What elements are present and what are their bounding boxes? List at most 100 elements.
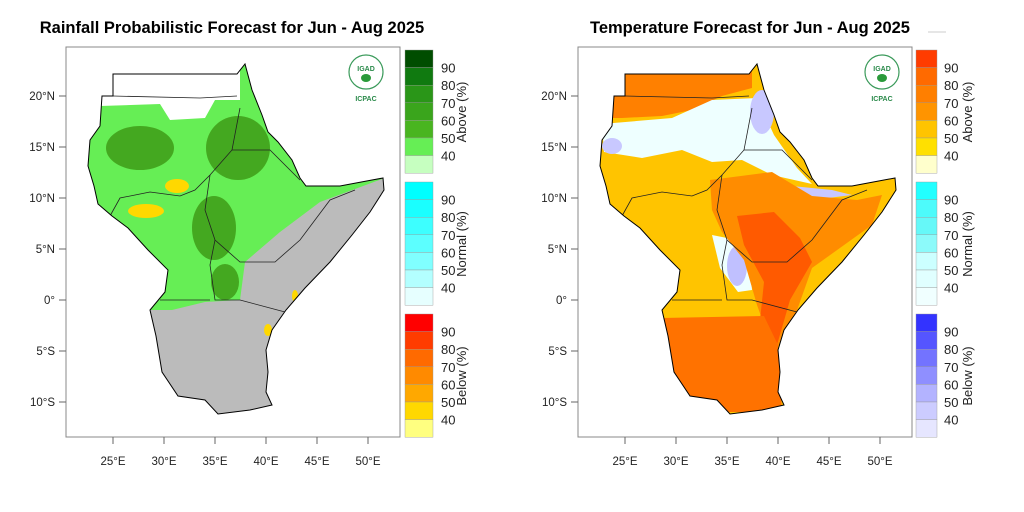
y-tick-label: 20°N bbox=[541, 91, 567, 103]
icpac-logo: IGAD ICPAC bbox=[864, 54, 900, 103]
legend-label: 80 bbox=[441, 210, 455, 225]
legend-label: 80 bbox=[944, 342, 958, 357]
legend-label: 60 bbox=[441, 377, 455, 392]
legend-swatch bbox=[915, 120, 938, 139]
x-tick-label: 25°E bbox=[612, 456, 637, 468]
y-tick-label: 20°N bbox=[29, 91, 55, 103]
legend-swatch bbox=[915, 287, 938, 306]
legend-label: 90 bbox=[944, 193, 958, 208]
legend-swatch bbox=[915, 349, 938, 368]
legend-swatch bbox=[915, 49, 938, 68]
above-60-zone bbox=[206, 116, 270, 180]
legend-label: 40 bbox=[441, 413, 455, 428]
svg-text:ICPAC: ICPAC bbox=[871, 96, 892, 103]
y-tick-label: 10°N bbox=[541, 193, 567, 205]
legend-swatch bbox=[404, 67, 434, 86]
x-tick-label: 35°E bbox=[202, 456, 227, 468]
below-50-zone bbox=[750, 90, 774, 134]
country-border bbox=[721, 239, 798, 313]
legend-swatch bbox=[915, 401, 938, 420]
legend-label: 50 bbox=[944, 395, 958, 410]
legend-title: Normal (%) bbox=[454, 211, 469, 277]
legend-label: 90 bbox=[441, 325, 455, 340]
legend-swatch bbox=[404, 252, 434, 271]
legend-label: 60 bbox=[441, 245, 455, 260]
y-tick-label: 0° bbox=[44, 295, 55, 307]
y-axis: 20°N 15°N 10°N 5°N 0° 5°S 10°S bbox=[29, 91, 66, 409]
x-axis: 25°E 30°E 35°E 40°E 45°E 50°E bbox=[100, 437, 381, 468]
legend-label: 40 bbox=[441, 149, 455, 164]
country-border bbox=[209, 239, 286, 313]
country-border bbox=[109, 107, 241, 217]
legend-swatch bbox=[915, 199, 938, 218]
legend-label: 50 bbox=[441, 395, 455, 410]
x-tick-label: 25°E bbox=[100, 456, 125, 468]
legend-label: 90 bbox=[441, 61, 455, 76]
legend-title: Below (%) bbox=[454, 346, 469, 405]
country-border bbox=[621, 107, 753, 217]
no-signal-zone bbox=[100, 70, 240, 120]
legend-swatch bbox=[915, 252, 938, 271]
temperature-map-title: Temperature Forecast for Jun - Aug 2025 bbox=[590, 19, 910, 37]
legend-swatch bbox=[404, 181, 434, 200]
legend-label: 60 bbox=[944, 113, 958, 128]
legend-swatch bbox=[915, 102, 938, 121]
legend-swatch bbox=[404, 287, 434, 306]
legend-label: 40 bbox=[944, 413, 958, 428]
region-outline bbox=[599, 62, 897, 415]
above-60-zone bbox=[211, 264, 239, 300]
legend-label: 70 bbox=[944, 228, 958, 243]
above-90-zone bbox=[737, 212, 812, 345]
legend-swatch bbox=[915, 313, 938, 332]
rainfall-map-panel: Rainfall Probabilistic Forecast for Jun … bbox=[29, 19, 469, 468]
legend-swatch bbox=[404, 384, 434, 403]
temperature-map-panel: Temperature Forecast for Jun - Aug 2025 bbox=[541, 19, 975, 468]
country-border bbox=[112, 95, 238, 99]
legend-label: 70 bbox=[441, 228, 455, 243]
legend-swatch bbox=[404, 349, 434, 368]
legend-label: 60 bbox=[944, 245, 958, 260]
legend-label: 40 bbox=[441, 281, 455, 296]
legend-swatch bbox=[404, 84, 434, 103]
above-80-zone bbox=[662, 316, 782, 412]
y-tick-label: 5°S bbox=[36, 346, 55, 358]
legend-swatch bbox=[915, 331, 938, 350]
country-border bbox=[624, 95, 750, 99]
legend-label: 40 bbox=[944, 281, 958, 296]
legend-swatch bbox=[915, 216, 938, 235]
legend-swatch bbox=[915, 269, 938, 288]
below-50-zone bbox=[128, 204, 164, 218]
x-tick-label: 40°E bbox=[765, 456, 790, 468]
legend-label: 50 bbox=[441, 263, 455, 278]
legend-title: Normal (%) bbox=[960, 211, 975, 277]
legend-swatch bbox=[404, 49, 434, 68]
legend-swatch bbox=[915, 234, 938, 253]
map-frame bbox=[577, 46, 913, 438]
svg-text:IGAD: IGAD bbox=[357, 66, 375, 73]
y-tick-label: 10°S bbox=[542, 397, 567, 409]
above-80-zone bbox=[607, 70, 752, 118]
legend-label: 70 bbox=[944, 96, 958, 111]
legend-swatch bbox=[404, 234, 434, 253]
legend-swatch bbox=[915, 67, 938, 86]
legend-label: 50 bbox=[944, 263, 958, 278]
legend-swatch bbox=[915, 181, 938, 200]
x-axis: 25°E 30°E 35°E 40°E 45°E 50°E bbox=[612, 437, 893, 468]
legend-swatch bbox=[404, 401, 434, 420]
below-50-zone bbox=[165, 179, 189, 193]
legend-label: 90 bbox=[944, 325, 958, 340]
below-50-zone bbox=[602, 138, 622, 154]
legend-swatch bbox=[404, 419, 434, 438]
y-tick-label: 5°N bbox=[36, 244, 55, 256]
legend-label: 80 bbox=[944, 78, 958, 93]
legend-swatch bbox=[915, 419, 938, 438]
x-tick-label: 50°E bbox=[355, 456, 380, 468]
legend-label: 80 bbox=[441, 342, 455, 357]
legend-swatch bbox=[915, 155, 938, 174]
rainfall-probability-layer bbox=[88, 64, 384, 414]
legend-swatch bbox=[404, 155, 434, 174]
svg-text:IGAD: IGAD bbox=[873, 66, 891, 73]
legend-title: Above (%) bbox=[454, 82, 469, 143]
legend-label: 90 bbox=[944, 61, 958, 76]
legend-swatch bbox=[404, 137, 434, 156]
